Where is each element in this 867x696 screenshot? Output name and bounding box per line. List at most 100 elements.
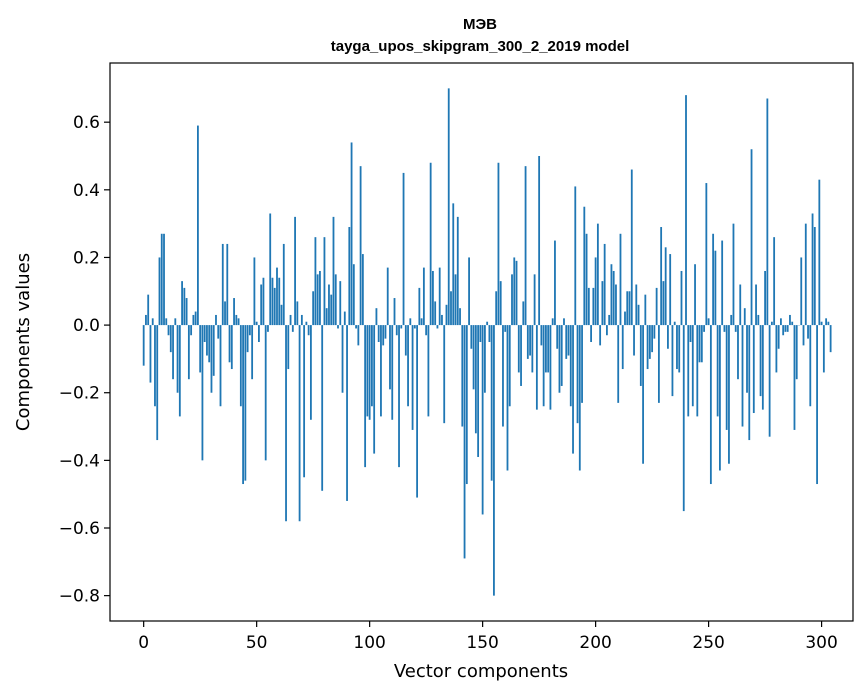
plot-frame	[109, 62, 854, 622]
bar-84	[332, 216, 335, 326]
bar-5	[154, 325, 156, 407]
bar-267	[746, 325, 748, 393]
bar-222	[644, 294, 647, 326]
bar-251	[709, 325, 712, 485]
bar-60	[278, 277, 281, 326]
y-tick-label-2: −0.4	[59, 451, 100, 471]
y-axis-label: Components values	[13, 253, 34, 431]
bar-299	[818, 179, 821, 326]
bar-161	[506, 325, 509, 471]
bar-37	[226, 243, 229, 326]
bar-184	[558, 325, 561, 393]
bar-29	[208, 325, 211, 363]
bar-36	[224, 301, 226, 326]
bar-274	[761, 325, 764, 410]
bar-129	[434, 301, 437, 326]
bar-40	[233, 298, 235, 326]
bar-245	[696, 325, 699, 417]
x-tick-label-150: 150	[466, 633, 498, 653]
bar-87	[339, 281, 342, 326]
bar-203	[601, 281, 604, 326]
bar-171	[529, 325, 531, 356]
bar-246	[698, 325, 701, 363]
bar-104	[377, 325, 380, 342]
bar-303	[827, 321, 830, 326]
bar-207	[610, 264, 613, 326]
x-axis-ticks: 0 50 100 150 200 250 300	[138, 621, 838, 653]
bar-54	[264, 325, 267, 461]
bar-282	[780, 318, 782, 326]
bar-3	[149, 325, 152, 383]
bar-252	[712, 233, 715, 326]
bar-91	[348, 227, 351, 326]
bar-106	[382, 325, 385, 346]
bar-44	[242, 325, 244, 485]
bar-235	[673, 321, 676, 326]
bar-85	[334, 274, 337, 326]
bar-146	[472, 325, 475, 390]
bar-82	[328, 284, 330, 326]
y-tick-label-0: −0.8	[59, 587, 100, 607]
x-tick-label-50: 50	[246, 633, 268, 653]
bar-80	[323, 237, 326, 326]
bar-226	[653, 325, 656, 339]
bar-230	[662, 281, 665, 326]
bar-173	[533, 274, 536, 326]
bar-234	[671, 325, 674, 397]
bar-57	[271, 277, 274, 326]
bar-156	[495, 291, 498, 326]
bar-74	[309, 325, 312, 420]
bar-188	[567, 325, 570, 356]
y-tick-label-3: −0.2	[59, 384, 100, 404]
bar-271	[755, 284, 757, 326]
bar-182	[554, 240, 556, 326]
bar-304	[829, 325, 832, 353]
bar-101	[371, 325, 373, 407]
bar-93	[352, 264, 355, 326]
bar-125	[425, 325, 428, 336]
bar-89	[343, 311, 346, 326]
bar-102	[373, 325, 376, 454]
bar-285	[786, 325, 789, 332]
bar-100	[368, 325, 371, 420]
bar-6	[156, 325, 159, 441]
bar-206	[608, 314, 611, 326]
bar-143	[465, 325, 468, 485]
bar-86	[337, 325, 339, 329]
bar-283	[782, 325, 785, 336]
bar-192	[576, 325, 579, 424]
bar-162	[508, 325, 511, 407]
bar-294	[807, 325, 809, 339]
bar-111	[393, 298, 396, 326]
bar-148	[477, 325, 480, 457]
bar-288	[793, 325, 796, 430]
bar-110	[391, 325, 394, 420]
bar-58	[273, 287, 276, 326]
bar-2	[147, 294, 150, 326]
bar-55	[267, 325, 269, 332]
bar-189	[569, 325, 572, 407]
x-tick-label-100: 100	[353, 633, 385, 653]
bar-227	[655, 287, 658, 326]
bar-90	[346, 325, 348, 501]
bar-33	[217, 325, 220, 339]
bar-197	[587, 287, 590, 326]
bar-215	[628, 291, 631, 326]
bar-250	[707, 318, 710, 326]
bar-279	[773, 237, 776, 326]
bar-268	[748, 325, 751, 441]
bar-180	[549, 325, 552, 410]
bar-264	[739, 284, 742, 326]
bar-244	[694, 264, 696, 326]
bar-61	[280, 304, 283, 326]
bar-96	[359, 166, 362, 326]
bar-160	[504, 325, 507, 332]
bar-181	[551, 318, 554, 326]
bar-49	[253, 257, 256, 326]
bar-243	[691, 325, 694, 407]
bar-296	[811, 213, 814, 326]
bar-199	[592, 287, 595, 326]
bar-293	[804, 223, 807, 326]
bar-165	[515, 260, 518, 326]
